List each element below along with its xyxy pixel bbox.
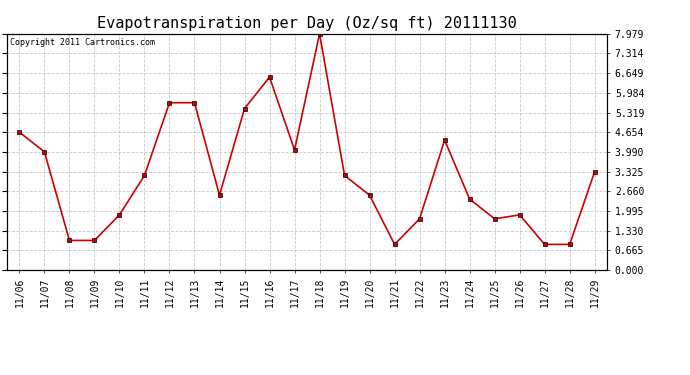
- Text: Copyright 2011 Cartronics.com: Copyright 2011 Cartronics.com: [10, 39, 155, 48]
- Title: Evapotranspiration per Day (Oz/sq ft) 20111130: Evapotranspiration per Day (Oz/sq ft) 20…: [97, 16, 517, 31]
